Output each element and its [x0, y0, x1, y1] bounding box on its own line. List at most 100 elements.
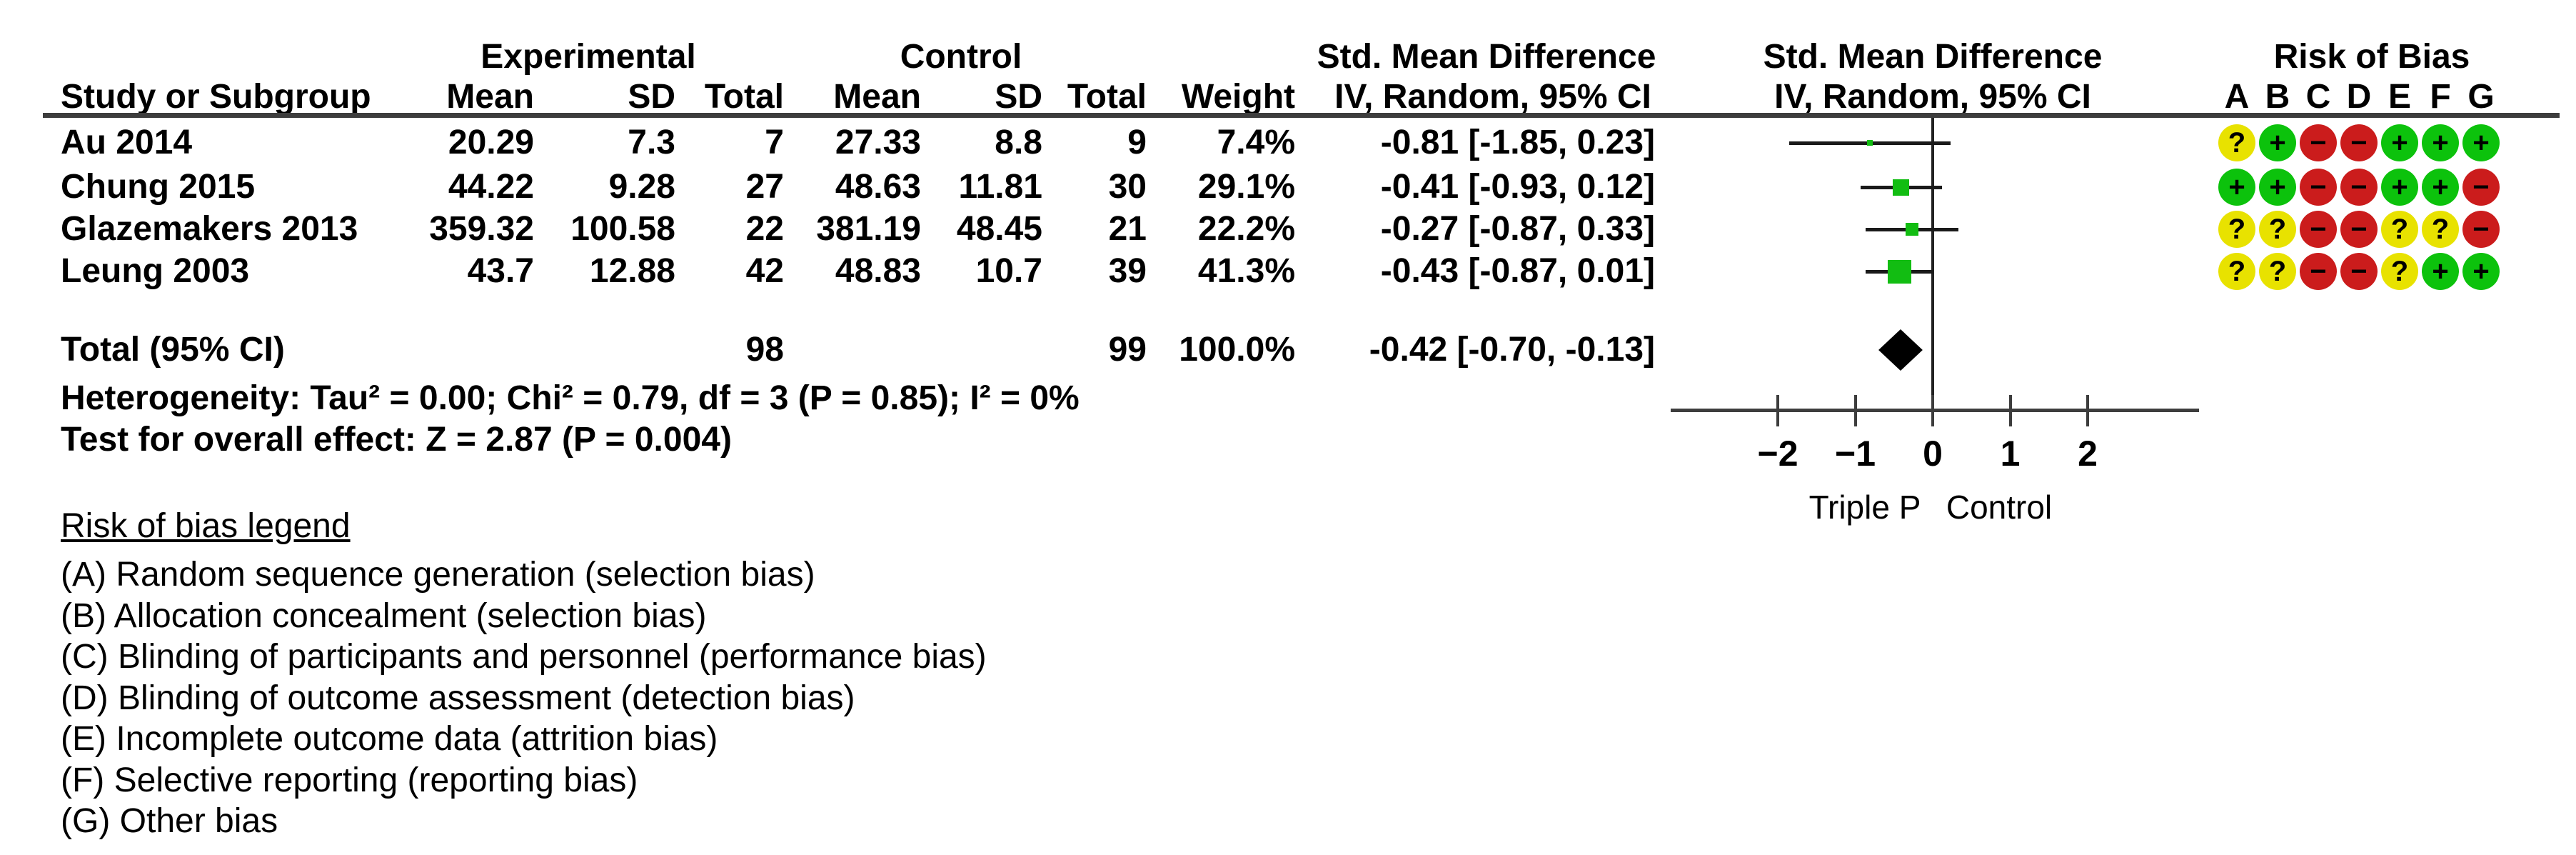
study-name: Au 2014 [61, 124, 193, 161]
study-name: Leung 2003 [61, 252, 250, 290]
exp-mean-cell: 43.7 [467, 252, 534, 290]
rob-judgement: + [2218, 169, 2255, 206]
exp-mean-cell: 359.32 [429, 210, 534, 248]
rob-judgement: ? [2259, 211, 2296, 248]
rob-judgement: − [2462, 169, 2500, 206]
rob-judgement: ? [2381, 211, 2418, 248]
total-diamond [1878, 329, 1923, 371]
ci-text-cell: -0.81 [-1.85, 0.23] [1380, 124, 1655, 161]
ctrl-sd-cell: 10.7 [975, 252, 1042, 290]
rob-legend-item: (D) Blinding of outcome assessment (dete… [61, 679, 855, 717]
ctrl-total-cell: 30 [1108, 168, 1147, 206]
exp-total-cell: 42 [745, 252, 784, 290]
total-exp-n: 98 [745, 331, 784, 369]
weight-cell: 7.4% [1217, 124, 1295, 161]
ctrl-sd-cell: 48.45 [956, 210, 1042, 248]
rob-symbol: ? [2228, 213, 2246, 245]
rob-column-letter: F [2430, 78, 2451, 116]
rob-legend-item: (E) Incomplete outcome data (attrition b… [61, 720, 718, 758]
rob-symbol: ? [2268, 255, 2287, 287]
x-axis-tick [2086, 395, 2089, 426]
exp-total-cell: 27 [745, 168, 784, 206]
exp-sd-cell: 100.58 [570, 210, 675, 248]
overall-effect-test: Test for overall effect: Z = 2.87 (P = 0… [61, 421, 732, 459]
rob-symbol: − [2472, 213, 2490, 245]
rob-symbol: + [2432, 171, 2449, 203]
exp-sd-cell: 9.28 [608, 168, 675, 206]
rob-judgement: ? [2218, 253, 2255, 290]
ctrl-sd-cell: 11.81 [958, 168, 1042, 206]
control-group-header: Control [900, 38, 1022, 76]
ctrl-mean-cell: 48.83 [835, 252, 921, 290]
rob-judgement: − [2300, 169, 2337, 206]
effect-square [1887, 259, 1911, 284]
rob-judgement: − [2300, 211, 2337, 248]
rob-symbol: − [2350, 171, 2368, 203]
rob-judgement: − [2340, 169, 2378, 206]
x-axis-tick [1931, 395, 1934, 426]
rob-column-letter: A [2224, 78, 2250, 116]
rob-symbol: ? [2431, 213, 2450, 245]
ctrl-total-cell: 21 [1108, 210, 1147, 248]
rob-legend-title: Risk of bias legend [61, 507, 351, 545]
exp-total-cell: 7 [765, 124, 784, 161]
risk-of-bias-header: Risk of Bias [2273, 38, 2470, 76]
total-weight: 100.0% [1179, 331, 1295, 369]
rob-symbol: ? [2228, 126, 2246, 159]
rob-symbol: − [2472, 171, 2490, 203]
exp-total-cell: 22 [745, 210, 784, 248]
rob-judgement: + [2381, 124, 2418, 161]
rob-judgement: ? [2381, 253, 2418, 290]
rob-column-letter: D [2346, 78, 2372, 116]
ctrl-total-header: Total [1067, 78, 1147, 116]
rob-judgement: + [2422, 124, 2459, 161]
x-tick-label: −2 [1757, 434, 1798, 474]
rob-column-letter: B [2265, 78, 2290, 116]
iv-random-text-header: IV, Random, 95% CI [1334, 78, 1651, 116]
rob-judgement: ? [2259, 253, 2296, 290]
effect-square [1905, 223, 1918, 236]
rob-judgement: ? [2422, 211, 2459, 248]
exp-sd-cell: 7.3 [628, 124, 675, 161]
experimental-group-header: Experimental [481, 38, 696, 76]
x-axis-tick [1776, 395, 1779, 426]
rob-symbol: − [2350, 213, 2368, 245]
rob-legend-item: (G) Other bias [61, 802, 278, 840]
study-column-header: Study or Subgroup [61, 78, 371, 116]
rob-symbol: + [2228, 171, 2245, 203]
rob-symbol: − [2310, 171, 2327, 203]
effect-square [1867, 140, 1873, 146]
rob-symbol: + [2269, 126, 2286, 159]
exp-mean-header: Mean [446, 78, 534, 116]
rob-judgement: − [2300, 253, 2337, 290]
exp-total-header: Total [704, 78, 784, 116]
rob-symbol: + [2391, 126, 2408, 159]
ctrl-mean-cell: 381.19 [816, 210, 921, 248]
rob-judgement: + [2259, 124, 2296, 161]
weight-header: Weight [1181, 78, 1295, 116]
exp-sd-header: SD [628, 78, 675, 116]
rob-symbol: + [2391, 171, 2408, 203]
x-tick-label: −1 [1834, 434, 1876, 474]
total-ci-text: -0.42 [-0.70, -0.13] [1369, 331, 1655, 369]
rob-symbol: + [2269, 171, 2286, 203]
rob-symbol: − [2350, 126, 2368, 159]
rob-column-letter: G [2467, 78, 2495, 116]
rob-symbol: + [2472, 255, 2490, 287]
rob-column-letter: C [2305, 78, 2331, 116]
rob-symbol: ? [2390, 213, 2409, 245]
rob-legend-item: (B) Allocation concealment (selection bi… [61, 596, 707, 635]
rob-judgement: − [2340, 211, 2378, 248]
iv-random-plot-header: IV, Random, 95% CI [1774, 78, 2091, 116]
rob-column-letter: E [2388, 78, 2412, 116]
rob-symbol: − [2350, 255, 2368, 287]
rob-judgement: − [2340, 253, 2378, 290]
heterogeneity-stats: Heterogeneity: Tau² = 0.00; Chi² = 0.79,… [61, 379, 1080, 417]
rob-judgement: − [2462, 211, 2500, 248]
x-tick-label: 0 [1923, 434, 1943, 474]
x-axis-tick [2008, 395, 2012, 426]
study-name: Chung 2015 [61, 168, 256, 206]
ci-text-cell: -0.27 [-0.87, 0.33] [1380, 210, 1655, 248]
rob-symbol: ? [2228, 255, 2246, 287]
rob-legend-item: (F) Selective reporting (reporting bias) [61, 761, 638, 799]
